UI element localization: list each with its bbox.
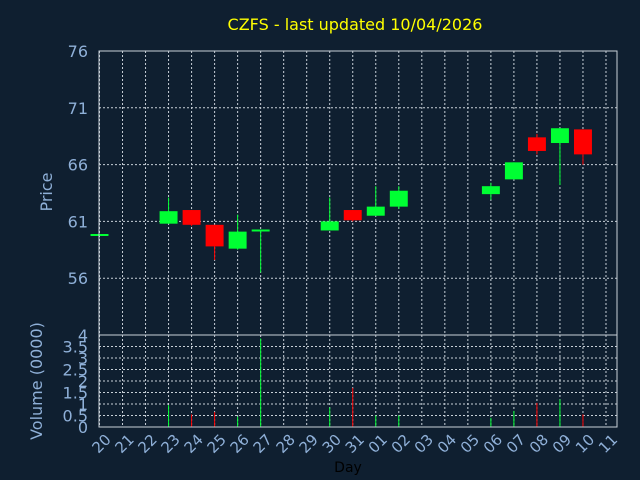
candle-body xyxy=(366,206,385,216)
candle-body xyxy=(228,231,247,249)
price-plot-frame xyxy=(98,50,618,336)
candle-body xyxy=(573,129,592,155)
volume-plot-frame xyxy=(98,334,618,428)
price-tick-label: 71 xyxy=(68,99,88,118)
price-tick-label: 76 xyxy=(68,42,88,61)
volume-tick-label: 4 xyxy=(78,326,88,345)
candle-body xyxy=(389,190,408,207)
price-axis-label: Price xyxy=(37,172,56,211)
x-axis-label: Day xyxy=(334,460,362,476)
volume-axis-label: Volume (0000) xyxy=(27,322,46,440)
volume-tick-label: 1.5 xyxy=(63,384,88,403)
volume-tick-label: 2.5 xyxy=(63,361,88,380)
grid-layer xyxy=(99,51,617,427)
volume-bars xyxy=(168,338,584,427)
volume-tick-label: 0.5 xyxy=(63,407,88,426)
price-tick-label: 61 xyxy=(68,212,88,231)
volume-tick-label: 3.5 xyxy=(63,338,88,357)
volume-tick-label: 2 xyxy=(78,372,88,391)
volume-tick-label: 0 xyxy=(78,418,88,437)
chart-title: CZFS - last updated 10/04/2026 xyxy=(228,15,483,34)
candle-body xyxy=(504,162,523,180)
price-tick-label: 66 xyxy=(68,156,88,175)
price-tick-label: 56 xyxy=(68,269,88,288)
volume-tick-label: 1 xyxy=(78,395,88,414)
candle-body xyxy=(159,211,178,224)
candle-body xyxy=(481,186,500,195)
x-tick-label: 11 xyxy=(595,431,621,457)
candle-body xyxy=(550,128,569,144)
candle-body xyxy=(527,137,546,151)
price-candles xyxy=(90,128,592,273)
candle-body xyxy=(343,210,362,221)
candle-body xyxy=(182,210,201,225)
candle-body xyxy=(205,224,224,247)
candle-body xyxy=(320,221,339,231)
volume-tick-label: 3 xyxy=(78,349,88,368)
